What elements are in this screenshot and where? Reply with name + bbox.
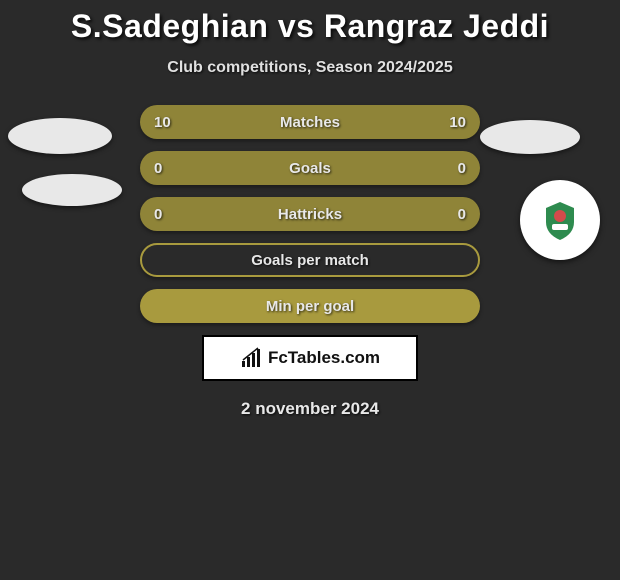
date-label: 2 november 2024 [0, 399, 620, 419]
subtitle: Club competitions, Season 2024/2025 [0, 59, 620, 77]
stat-left-value: 0 [154, 206, 194, 223]
branding-box[interactable]: FcTables.com [202, 335, 418, 381]
stat-row-hattricks: 0 Hattricks 0 [140, 197, 480, 231]
player-right-oval [480, 120, 580, 154]
stat-row-min-per-goal: Min per goal [140, 289, 480, 323]
stat-row-goals: 0 Goals 0 [140, 151, 480, 185]
stat-label: Hattricks [194, 206, 426, 223]
stat-left-value: 0 [154, 160, 194, 177]
club-badge-right [520, 180, 600, 260]
page-title: S.Sadeghian vs Rangraz Jeddi [0, 8, 620, 45]
stat-label: Matches [194, 114, 426, 131]
stat-label: Goals per match [196, 252, 424, 269]
player-left-oval-2 [22, 174, 122, 206]
stat-right-value: 10 [426, 114, 466, 131]
club-badge-icon [538, 198, 582, 242]
stats-table: 10 Matches 10 0 Goals 0 0 Hattricks 0 Go… [140, 105, 480, 323]
stat-right-value: 0 [426, 160, 466, 177]
stat-right-value: 0 [426, 206, 466, 223]
stat-label: Goals [194, 160, 426, 177]
stat-left-value: 10 [154, 114, 194, 131]
chart-icon [240, 347, 262, 369]
stat-row-matches: 10 Matches 10 [140, 105, 480, 139]
stat-label: Min per goal [194, 298, 426, 315]
player-left-oval [8, 118, 112, 154]
stat-row-goals-per-match: Goals per match [140, 243, 480, 277]
branding-text: FcTables.com [268, 348, 380, 368]
comparison-card: S.Sadeghian vs Rangraz Jeddi Club compet… [0, 0, 620, 580]
